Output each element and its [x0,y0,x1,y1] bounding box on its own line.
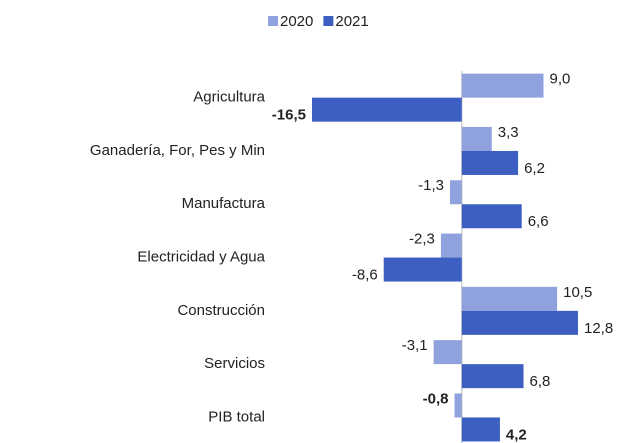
value-label: -2,3 [409,231,435,248]
category-label: Ganadería, For, Pes y Min [90,142,265,159]
legend-swatch [323,16,334,26]
value-label: 6,2 [524,160,545,177]
bar [461,310,578,335]
bar [461,204,522,229]
value-label: 10,5 [563,284,592,301]
bar [312,97,462,122]
value-label: 6,6 [528,213,549,230]
category-label: Manufactura [182,195,266,212]
bar [449,180,462,205]
value-label: 4,2 [506,426,527,443]
bar [461,73,544,98]
bar [433,340,462,365]
value-label: 12,8 [584,320,613,337]
bar [383,257,462,282]
value-label: -0,8 [423,390,449,407]
legend-label: 2020 [280,13,313,30]
bar [454,393,462,418]
value-label: 3,3 [498,124,519,141]
category-label: Construcción [177,302,265,319]
value-label: 6,8 [530,373,551,390]
value-label: -8,6 [352,267,378,284]
bar [461,286,558,311]
bar [461,126,492,151]
category-label: Agricultura [193,89,265,106]
legend-label: 2021 [335,13,368,30]
bar [461,417,500,442]
value-label: -3,1 [402,337,428,354]
value-label: 9,0 [550,71,571,88]
bar [461,150,519,175]
category-label: Electricidad y Agua [137,249,265,266]
category-label: Servicios [204,355,265,372]
value-label: -16,5 [272,107,306,124]
bar [440,233,462,258]
legend-swatch [268,16,278,26]
bar [461,364,524,389]
category-label: PIB total [208,408,265,425]
value-label: -1,3 [418,177,444,194]
